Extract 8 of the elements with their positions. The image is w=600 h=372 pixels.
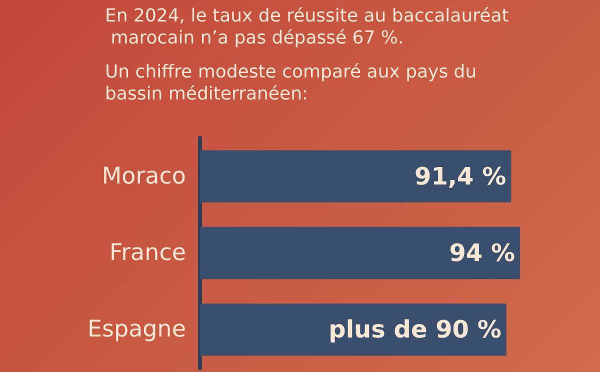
data-label: 94 % bbox=[449, 239, 515, 267]
data-label: 91,4 % bbox=[414, 162, 506, 190]
chart-subtitle: Un chiffre modeste comparé aux pays du bassin méditerranéen: bbox=[105, 62, 482, 104]
chart-title: En 2024, le taux de réussite au baccalauréat marocain n’a pas dépassé 67 %. bbox=[105, 6, 509, 48]
y-tick-label: France bbox=[110, 240, 186, 266]
data-label: plus de 90 % bbox=[328, 316, 502, 344]
y-tick-label: Espagne bbox=[87, 316, 186, 343]
y-tick-label: Moraco bbox=[102, 163, 186, 190]
